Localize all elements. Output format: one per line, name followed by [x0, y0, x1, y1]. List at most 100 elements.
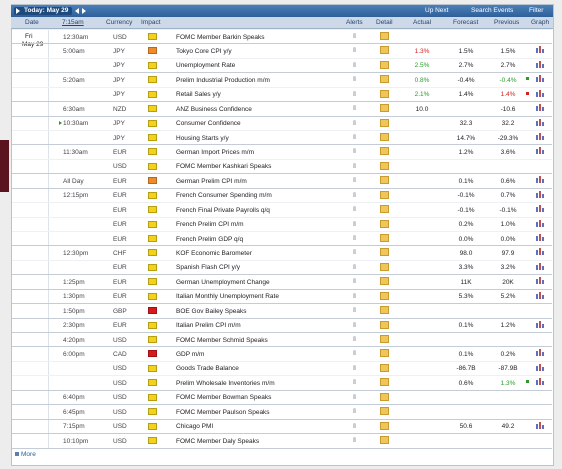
event[interactable]: German Import Prices m/m	[176, 148, 255, 156]
alert-icon[interactable]	[353, 350, 356, 356]
graph-icon[interactable]	[536, 380, 538, 386]
graph-icon[interactable]	[536, 351, 538, 357]
search-events[interactable]: Search Events	[471, 7, 514, 14]
event[interactable]: Chicago PMI	[176, 423, 214, 431]
alert-icon[interactable]	[353, 220, 356, 226]
event[interactable]: Consumer Confidence	[176, 120, 241, 128]
more-link[interactable]: More	[21, 451, 36, 458]
event[interactable]: FOMC Member Kashkari Speaks	[176, 163, 272, 171]
graph-icon[interactable]	[536, 279, 538, 285]
graph-icon[interactable]	[536, 120, 538, 126]
alert-icon[interactable]	[353, 422, 356, 428]
graph-icon[interactable]	[536, 365, 538, 371]
alert-icon[interactable]	[353, 206, 356, 212]
detail-icon[interactable]	[380, 32, 389, 40]
event[interactable]: Prelim Industrial Production m/m	[176, 76, 270, 84]
graph-icon[interactable]	[536, 178, 538, 184]
filter[interactable]: Filter	[529, 7, 544, 14]
alert-icon[interactable]	[353, 393, 356, 399]
event[interactable]: BOE Gov Bailey Speaks	[176, 307, 247, 315]
graph-icon[interactable]	[536, 250, 538, 256]
detail-icon[interactable]	[380, 205, 389, 214]
graph-icon[interactable]	[536, 236, 538, 242]
today-label[interactable]: Today: May 29	[24, 7, 69, 14]
event[interactable]: French Final Private Payrolls q/q	[176, 206, 270, 214]
event[interactable]: French Consumer Spending m/m	[176, 192, 272, 200]
alert-icon[interactable]	[353, 61, 356, 67]
detail-icon[interactable]	[380, 104, 389, 113]
alert-icon[interactable]	[353, 162, 356, 168]
alert-icon[interactable]	[353, 292, 356, 298]
detail-icon[interactable]	[380, 291, 389, 300]
detail-icon[interactable]	[380, 349, 389, 358]
detail-icon[interactable]	[380, 306, 389, 315]
detail-icon[interactable]	[380, 378, 389, 387]
event[interactable]: FOMC Member Barkin Speaks	[176, 33, 265, 41]
event[interactable]: FOMC Member Daly Speaks	[176, 437, 260, 445]
alert-icon[interactable]	[353, 408, 356, 414]
alert-icon[interactable]	[353, 379, 356, 385]
detail-icon[interactable]	[380, 176, 389, 185]
alert-icon[interactable]	[353, 191, 356, 197]
detail-icon[interactable]	[380, 46, 389, 55]
graph-icon[interactable]	[536, 106, 538, 112]
graph-icon[interactable]	[536, 322, 538, 328]
event[interactable]: Prelim Wholesale Inventories m/m	[176, 379, 275, 387]
prev-day[interactable]	[75, 8, 79, 14]
detail-icon[interactable]	[380, 320, 389, 329]
alert-icon[interactable]	[353, 119, 356, 125]
detail-icon[interactable]	[380, 421, 389, 430]
alert-icon[interactable]	[353, 148, 356, 154]
event[interactable]: Italian Prelim CPI m/m	[176, 322, 241, 330]
alert-icon[interactable]	[353, 364, 356, 370]
detail-icon[interactable]	[380, 133, 389, 141]
event[interactable]: FOMC Member Schmid Speaks	[176, 336, 268, 344]
col-time[interactable]: 7:15am	[62, 19, 84, 26]
detail-icon[interactable]	[380, 60, 389, 69]
up-next[interactable]: Up Next	[425, 7, 449, 14]
detail-icon[interactable]	[380, 161, 389, 170]
event[interactable]: KOF Economic Barometer	[176, 249, 252, 257]
graph-icon[interactable]	[536, 149, 538, 155]
alert-icon[interactable]	[353, 177, 356, 183]
detail-icon[interactable]	[380, 392, 389, 401]
alert-icon[interactable]	[353, 47, 356, 53]
graph-icon[interactable]	[536, 192, 538, 198]
detail-icon[interactable]	[380, 190, 389, 199]
alert-icon[interactable]	[353, 134, 356, 139]
alert-icon[interactable]	[353, 90, 356, 96]
alert-icon[interactable]	[353, 76, 356, 82]
alert-icon[interactable]	[353, 263, 356, 269]
alert-icon[interactable]	[353, 105, 356, 111]
event[interactable]: German Unemployment Change	[176, 278, 270, 286]
detail-icon[interactable]	[380, 219, 389, 228]
alert-icon[interactable]	[353, 33, 356, 38]
next-day[interactable]	[82, 8, 86, 14]
event[interactable]: Italian Monthly Unemployment Rate	[176, 293, 279, 301]
alert-icon[interactable]	[353, 307, 356, 313]
graph-icon[interactable]	[536, 48, 538, 54]
event[interactable]: FOMC Member Bowman Speaks	[176, 394, 272, 402]
event[interactable]: French Prelim CPI m/m	[176, 221, 244, 229]
detail-icon[interactable]	[380, 436, 389, 445]
graph-icon[interactable]	[536, 77, 538, 83]
graph-icon[interactable]	[536, 207, 538, 213]
event[interactable]: Unemployment Rate	[176, 62, 236, 70]
alert-icon[interactable]	[353, 437, 356, 443]
graph-icon[interactable]	[536, 264, 538, 270]
event[interactable]: GDP m/m	[176, 350, 205, 358]
event[interactable]: FOMC Member Paulson Speaks	[176, 408, 270, 416]
graph-icon[interactable]	[536, 91, 538, 97]
alert-icon[interactable]	[353, 235, 356, 241]
event[interactable]: Spanish Flash CPI y/y	[176, 264, 240, 272]
event[interactable]: German Prelim CPI m/m	[176, 177, 247, 185]
alert-icon[interactable]	[353, 278, 356, 284]
detail-icon[interactable]	[380, 234, 389, 243]
event[interactable]: Housing Starts y/y	[176, 134, 229, 142]
detail-icon[interactable]	[380, 407, 389, 416]
graph-icon[interactable]	[536, 135, 538, 140]
alert-icon[interactable]	[353, 336, 356, 342]
event[interactable]: Retail Sales y/y	[176, 91, 221, 99]
detail-icon[interactable]	[380, 262, 389, 271]
detail-icon[interactable]	[380, 118, 389, 127]
